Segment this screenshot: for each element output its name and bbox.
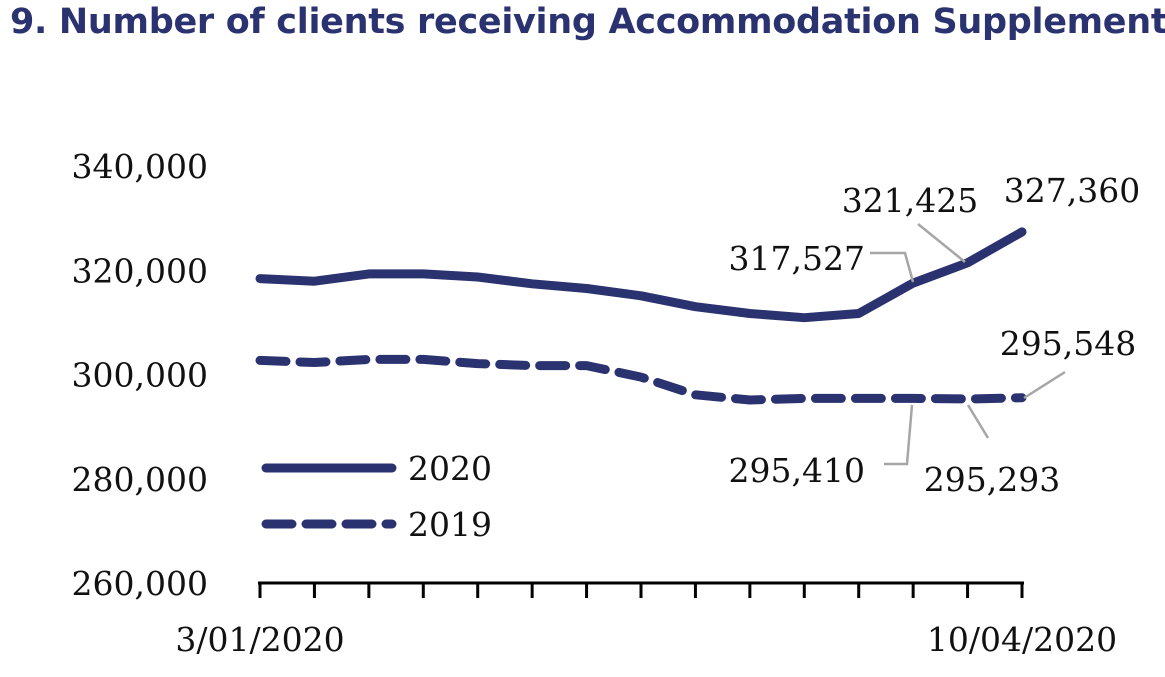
y-tick-label: 280,000 [72, 460, 208, 499]
legend: 2020 2019 [261, 449, 492, 544]
x-axis-ticks [258, 583, 1024, 598]
data-labels: 317,527 321,425 327,360 295,410 295,293 … [729, 171, 1141, 499]
y-axis-labels: 340,000 320,000 300,000 280,000 260,000 [72, 147, 208, 603]
data-label-295293: 295,293 [924, 460, 1060, 499]
leader-line [1023, 370, 1066, 400]
y-tick-label: 320,000 [72, 251, 208, 290]
data-label-321425: 321,425 [842, 181, 978, 220]
annotation-leader-lines [870, 223, 1066, 466]
leader-line [966, 404, 990, 439]
x-axis-labels: 3/01/2020 10/04/2020 [175, 620, 1117, 659]
data-label-295410: 295,410 [729, 451, 865, 490]
leader-line [870, 251, 915, 283]
y-tick-label: 260,000 [72, 564, 208, 603]
chart-title: 9. Number of clients receiving Accommoda… [10, 2, 1165, 42]
leader-line [917, 223, 966, 263]
leader-line [884, 404, 914, 466]
x-tick-label-end: 10/04/2020 [927, 620, 1117, 659]
x-tick-label-start: 3/01/2020 [175, 620, 344, 659]
series-lines [255, 227, 1027, 405]
data-label-327360: 327,360 [1004, 171, 1140, 210]
y-tick-label: 340,000 [72, 147, 208, 186]
legend-label-2019: 2019 [408, 505, 492, 544]
series-line-2020 [255, 227, 1027, 323]
data-label-317527: 317,527 [729, 239, 865, 278]
y-tick-label: 300,000 [72, 356, 208, 395]
data-label-295548: 295,548 [1000, 324, 1136, 363]
series-line-2019 [255, 354, 1027, 405]
legend-label-2020: 2020 [408, 449, 492, 488]
